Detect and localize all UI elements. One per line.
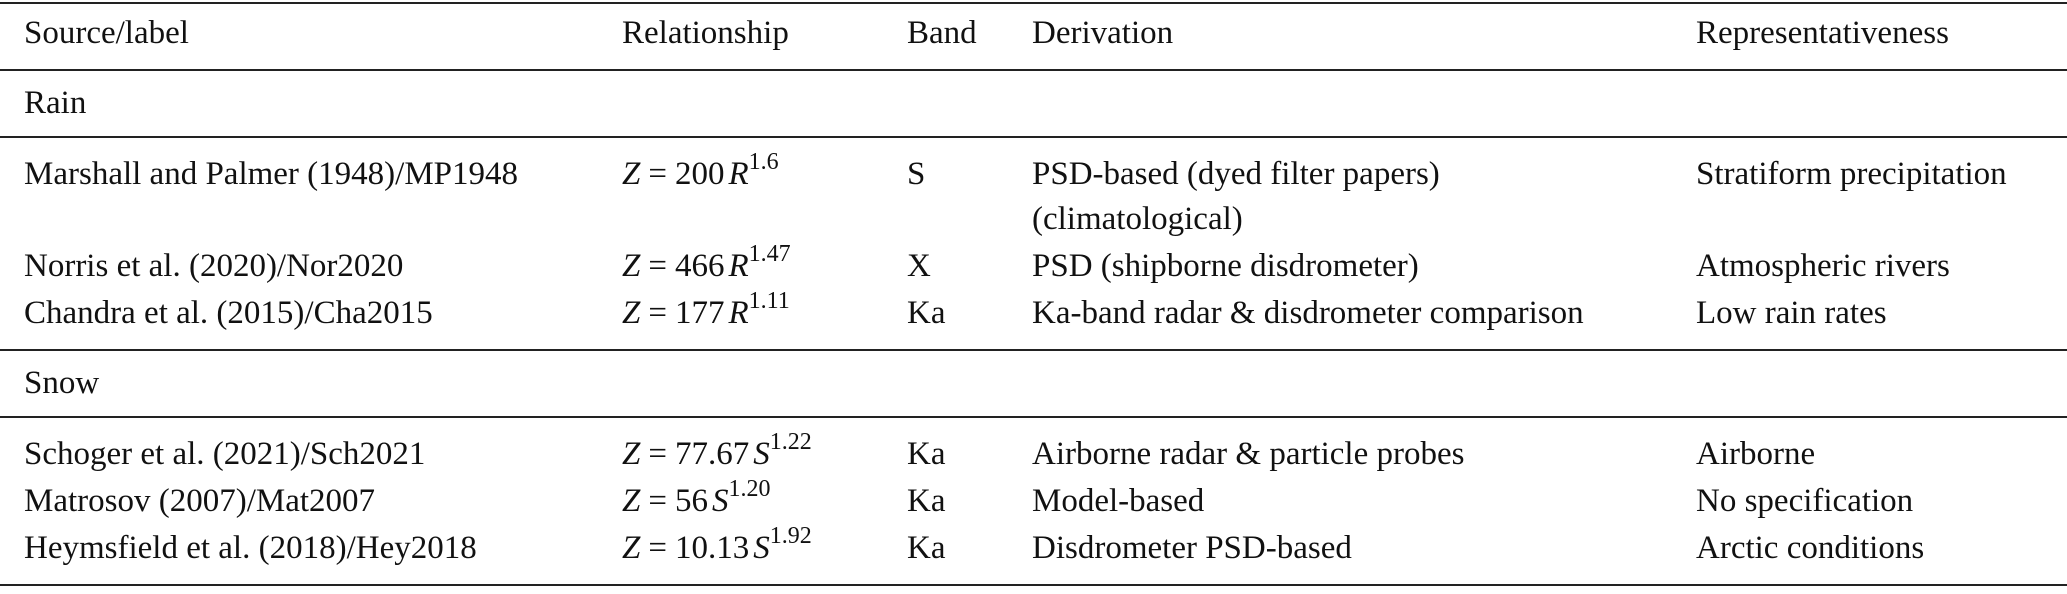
table-rule: [0, 2, 2067, 4]
band-cell: Ka: [907, 436, 946, 472]
band-cell: X: [907, 248, 931, 284]
formula-lhs: Z: [622, 248, 641, 284]
formula-exp: 1.92: [769, 523, 812, 549]
derivation-line: Disdrometer PSD-based: [1032, 530, 1352, 566]
formula-coef: 177: [674, 295, 725, 331]
relationship-cell: Z = 466 R1.47: [622, 242, 791, 286]
derivation-line: PSD (shipborne disdrometer): [1032, 248, 1419, 284]
table-rule: [0, 349, 2067, 351]
formula-lhs: Z: [622, 436, 641, 472]
representativeness-cell: Arctic conditions: [1696, 530, 1925, 566]
formula-coef: 200: [674, 156, 725, 192]
relationship-cell: Z = 177 R1.11: [622, 289, 790, 333]
formula-sign: =: [648, 530, 667, 566]
table-rule: [0, 416, 2067, 418]
source-cell: Chandra et al. (2015)/Cha2015: [24, 295, 433, 331]
formula-sign: =: [648, 436, 667, 472]
source-cell: Norris et al. (2020)/Nor2020: [24, 248, 404, 284]
formula-sign: =: [648, 156, 667, 192]
band-cell: S: [907, 156, 926, 192]
formula-exp: 1.47: [748, 241, 791, 267]
relationship-cell: Z = 10.13 S1.92: [622, 524, 812, 568]
formula-exp: 1.20: [728, 476, 771, 502]
table-rule: [0, 136, 2067, 138]
formula-exp: 1.11: [748, 288, 790, 314]
formula-lhs: Z: [622, 530, 641, 566]
formula-coef: 466: [674, 248, 725, 284]
representativeness-cell: Airborne: [1696, 436, 1816, 472]
section-label: Rain: [24, 85, 87, 121]
formula-var: S: [711, 483, 729, 519]
formula-sign: =: [648, 483, 667, 519]
relationship-cell: Z = 56 S1.20: [622, 477, 770, 521]
relationship-cell: Z = 77.67 S1.22: [622, 430, 812, 474]
representativeness-cell: Atmospheric rivers: [1696, 248, 1950, 284]
section-label: Snow: [24, 365, 100, 401]
formula-coef: 56: [674, 483, 708, 519]
derivation-line: (climatological): [1032, 201, 1243, 237]
representativeness-cell: Low rain rates: [1696, 295, 1887, 331]
formula-lhs: Z: [622, 156, 641, 192]
formula-coef: 10.13: [674, 530, 750, 566]
derivation-line: PSD-based (dyed filter papers): [1032, 156, 1440, 192]
band-cell: Ka: [907, 295, 946, 331]
table-rule: [0, 584, 2067, 586]
derivation-line: Model-based: [1032, 483, 1205, 519]
formula-coef: 77.67: [674, 436, 750, 472]
formula-exp: 1.6: [748, 149, 779, 175]
formula-sign: =: [648, 295, 667, 331]
header-cell: Source/label: [24, 15, 189, 51]
formula-var: S: [753, 530, 770, 566]
representativeness-cell: No specification: [1696, 483, 1914, 519]
formula-lhs: Z: [622, 483, 641, 519]
formula-var: R: [728, 295, 749, 331]
formula-exp: 1.22: [769, 429, 812, 455]
derivation-line: Ka-band radar & disdrometer comparison: [1032, 295, 1584, 331]
source-cell: Heymsfield et al. (2018)/Hey2018: [24, 530, 477, 566]
header-cell: Representativeness: [1696, 15, 1949, 51]
source-cell: Matrosov (2007)/Mat2007: [24, 483, 376, 519]
formula-lhs: Z: [622, 295, 641, 331]
formula-var: S: [753, 436, 770, 472]
formula-var: R: [728, 248, 749, 284]
source-cell: Schoger et al. (2021)/Sch2021: [24, 436, 426, 472]
relationship-cell: Z = 200 R1.6: [622, 150, 779, 194]
formula-var: R: [728, 156, 749, 192]
header-cell: Band: [907, 15, 977, 51]
band-cell: Ka: [907, 530, 946, 566]
source-cell: Marshall and Palmer (1948)/MP1948: [24, 156, 519, 192]
derivation-line: Airborne radar & particle probes: [1032, 436, 1465, 472]
band-cell: Ka: [907, 483, 946, 519]
representativeness-cell: Stratiform precipitation: [1696, 156, 2007, 192]
header-cell: Relationship: [622, 15, 789, 51]
header-cell: Derivation: [1032, 15, 1174, 51]
table-rule: [0, 69, 2067, 71]
formula-sign: =: [648, 248, 667, 284]
